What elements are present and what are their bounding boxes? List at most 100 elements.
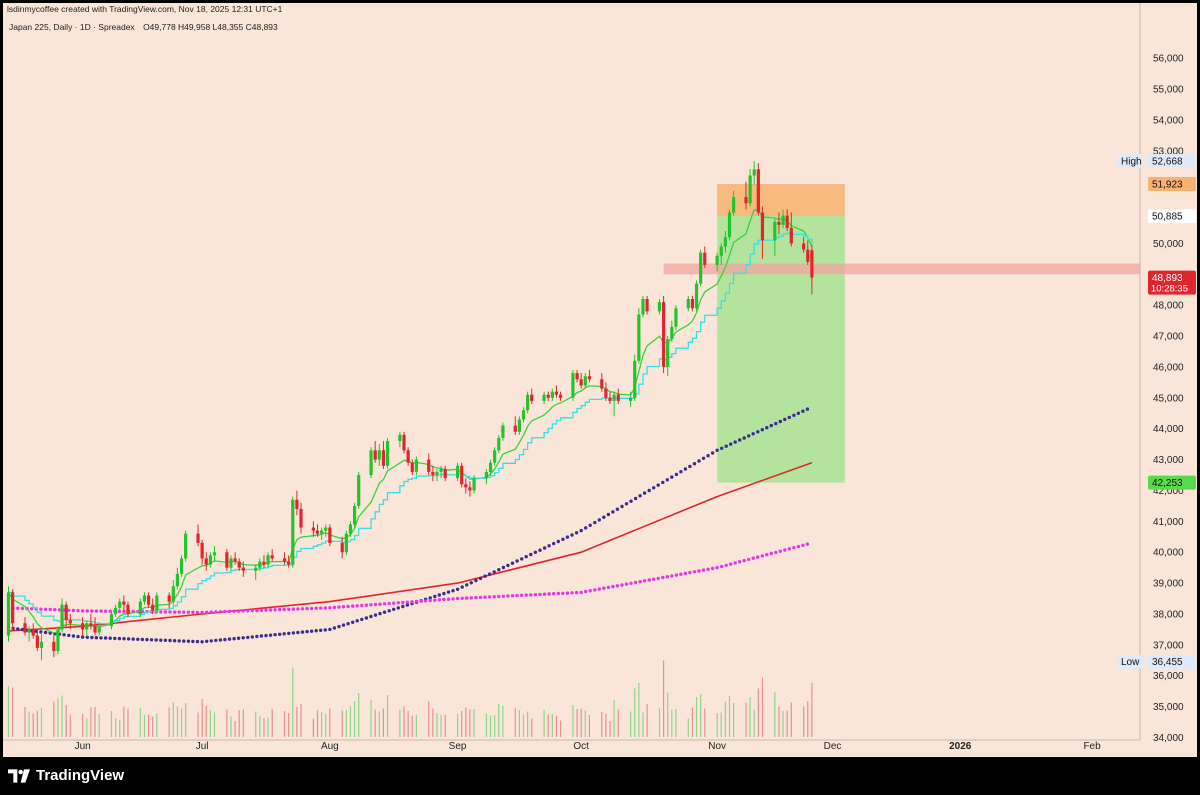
ma-dot: [738, 560, 742, 564]
candle-body: [328, 527, 332, 543]
price-chart-svg[interactable]: 34,000 35,000 36,000 37,000 38,000 39,000 40,0…: [3, 3, 1197, 757]
candle: [575, 370, 579, 383]
y-tick-label: 39,000: [1153, 579, 1184, 590]
ma-dot: [67, 633, 71, 638]
ma-dot: [751, 556, 755, 560]
ma-dot: [241, 636, 245, 640]
candle: [122, 595, 126, 611]
candle: [431, 465, 435, 482]
ma-dot: [223, 609, 227, 614]
ma-dot: [246, 635, 250, 640]
candle-body: [155, 595, 159, 611]
ma-dot: [688, 464, 692, 469]
candle: [517, 416, 521, 435]
volume-bar: [370, 700, 372, 737]
ma-dot: [259, 634, 264, 638]
ma-dot: [43, 630, 48, 635]
ma-dot: [697, 569, 701, 573]
candle-body: [258, 561, 262, 568]
ma-dot: [556, 539, 560, 544]
y-tick-label: 47,000: [1153, 332, 1184, 343]
ma-dot: [186, 610, 191, 614]
ma-dot: [346, 604, 350, 609]
ma-dot: [94, 636, 99, 640]
candle: [340, 536, 344, 559]
candle-body: [344, 533, 348, 553]
candles: [6, 161, 814, 661]
candle-body: [513, 425, 517, 432]
candle: [501, 422, 505, 442]
candle-body: [723, 237, 727, 247]
ma-dot: [16, 606, 20, 610]
candle-body: [138, 601, 142, 614]
candle-body: [752, 169, 756, 176]
volume-bar: [469, 709, 471, 737]
candle: [748, 169, 752, 207]
candle-body: [587, 376, 592, 380]
ma-dot: [742, 558, 746, 563]
candle: [31, 623, 35, 639]
volume-bar: [662, 660, 665, 737]
chart-area[interactable]: lsdinmycoffee created with TradingView.c…: [3, 3, 1197, 757]
volume-bar: [415, 715, 417, 737]
candle: [254, 564, 258, 581]
volume-bar: [518, 710, 520, 737]
candle-body: [118, 601, 122, 608]
candle-body: [468, 487, 472, 491]
candle-body: [410, 462, 414, 472]
volume-bar: [172, 702, 174, 737]
volume-bar: [399, 709, 401, 737]
candle-body: [633, 360, 637, 398]
ma-dot: [195, 610, 200, 615]
y-tick-label: 43,000: [1153, 455, 1184, 466]
candle-body: [93, 626, 97, 633]
ma-dot: [611, 584, 615, 589]
volume-bar: [576, 709, 578, 737]
ma-dot: [113, 636, 117, 641]
candle: [488, 459, 493, 476]
candle: [225, 549, 229, 571]
candle-body: [23, 623, 27, 633]
ma-dot: [53, 608, 57, 612]
ma-dot: [597, 518, 601, 522]
candle: [126, 601, 130, 618]
candle-body: [340, 542, 344, 553]
ma-dot: [214, 638, 218, 643]
ma-dot: [319, 606, 323, 610]
candle: [637, 308, 641, 364]
volume-bar: [646, 704, 648, 737]
candle-body: [600, 379, 604, 389]
x-tick-label: Aug: [321, 741, 339, 752]
ma-dot: [574, 531, 579, 535]
ma-dot: [561, 537, 565, 541]
ma-dot: [606, 585, 611, 590]
candle-body: [291, 499, 295, 565]
candle-body: [583, 376, 587, 386]
volume-bar: [580, 708, 582, 737]
volume-bar: [82, 714, 84, 737]
ma-dot: [401, 600, 405, 605]
candle-body: [357, 475, 361, 506]
candle: [513, 416, 517, 435]
candle-body: [526, 394, 530, 411]
ma-dot: [182, 639, 186, 643]
candle-body: [225, 552, 229, 568]
volume-bar: [782, 711, 784, 737]
ma-dot: [99, 636, 103, 640]
candle-body: [690, 299, 695, 309]
ma-dot: [382, 602, 387, 606]
ma-dot: [177, 610, 181, 614]
volume-bar: [176, 706, 179, 737]
candle: [690, 295, 695, 312]
candle: [546, 391, 550, 401]
tradingview-logo[interactable]: TradingView: [8, 767, 124, 784]
candle-body: [674, 308, 678, 327]
volume-bar: [316, 710, 319, 737]
volume-bar: [69, 714, 71, 737]
volume-bar: [704, 708, 706, 737]
y-tick-label: 38,000: [1153, 609, 1184, 620]
candle: [583, 373, 587, 389]
candle: [468, 481, 472, 497]
candle-body: [472, 478, 476, 491]
ma-dot: [378, 611, 382, 616]
